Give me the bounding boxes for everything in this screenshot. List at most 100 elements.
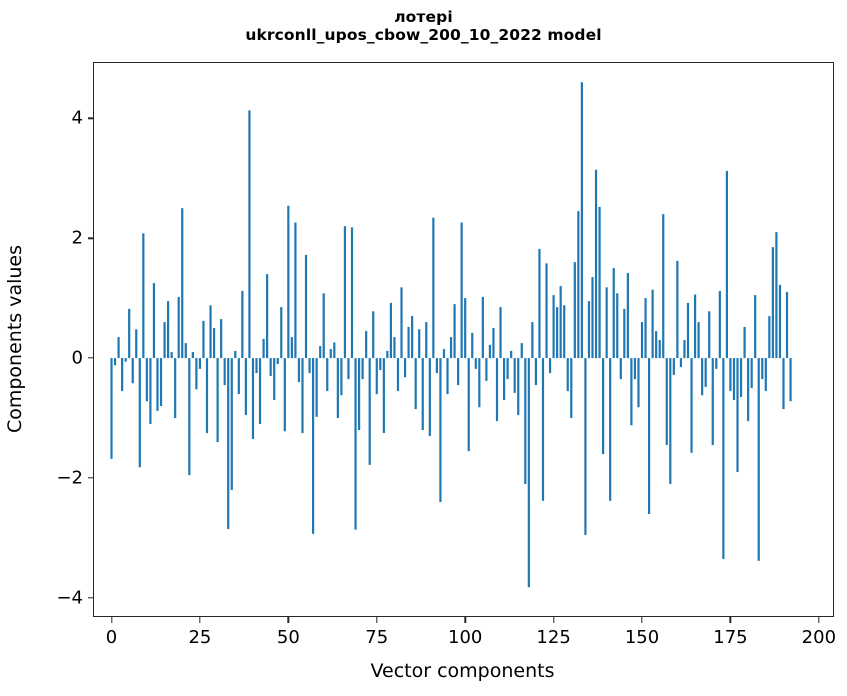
bar <box>198 358 202 369</box>
bar <box>269 358 272 377</box>
x-tick-mark <box>464 616 466 623</box>
bar <box>188 358 191 476</box>
bar <box>329 349 332 359</box>
bar <box>739 358 743 398</box>
bar <box>283 358 286 432</box>
bar <box>789 358 792 402</box>
bar <box>181 208 184 359</box>
bar <box>262 338 265 359</box>
bar <box>520 343 523 359</box>
bar <box>174 358 177 419</box>
bar <box>548 358 552 374</box>
bar <box>517 358 520 416</box>
bar <box>312 358 315 534</box>
bar <box>768 316 771 359</box>
bar <box>315 358 318 417</box>
bar <box>220 319 223 359</box>
bar <box>248 110 251 359</box>
x-tick-mark <box>641 616 643 623</box>
bar <box>609 358 612 501</box>
bar <box>743 326 746 359</box>
bar <box>559 286 562 359</box>
y-tick-mark <box>87 117 94 119</box>
y-axis-title-text: Components values <box>4 244 27 433</box>
bar <box>276 358 279 365</box>
x-tick-label: 0 <box>105 627 118 648</box>
x-tick-mark <box>287 616 290 623</box>
bar <box>258 358 262 425</box>
bar <box>605 287 608 359</box>
bar <box>722 358 725 560</box>
bar <box>513 358 516 393</box>
bar <box>683 340 686 359</box>
bar <box>216 358 219 443</box>
bar <box>294 222 297 359</box>
y-tick-label: −2 <box>56 467 83 489</box>
bar <box>184 343 187 359</box>
x-tick-label: 125 <box>536 627 571 648</box>
bar <box>782 358 785 410</box>
bar <box>633 358 637 380</box>
bar <box>485 358 488 381</box>
bar <box>343 226 347 359</box>
bar <box>679 358 683 368</box>
bar <box>552 295 555 359</box>
bar <box>563 305 566 359</box>
bar <box>534 358 538 386</box>
bar <box>251 358 255 440</box>
bar <box>389 302 393 359</box>
bar <box>584 358 587 536</box>
bar <box>163 322 166 359</box>
bar <box>729 358 732 392</box>
bar <box>212 328 216 359</box>
chart-title: лотері ukrconll_upos_cbow_200_10_2022 mo… <box>0 8 847 45</box>
bar <box>411 316 414 359</box>
bar <box>474 358 477 369</box>
bar <box>725 170 728 359</box>
bar <box>701 358 704 396</box>
x-tick-mark <box>199 616 201 623</box>
bar <box>170 352 173 359</box>
x-tick-mark <box>552 616 555 623</box>
bar <box>690 358 693 453</box>
bar <box>594 169 598 359</box>
bar <box>414 358 417 410</box>
bar <box>541 358 545 501</box>
y-tick-mark <box>87 237 94 239</box>
bar <box>478 358 481 408</box>
bar <box>237 358 240 395</box>
bar <box>481 296 484 359</box>
bar <box>230 358 233 491</box>
bar <box>449 337 453 359</box>
bar <box>152 283 156 359</box>
bar <box>527 358 530 588</box>
bar <box>166 301 170 359</box>
bar <box>365 331 368 359</box>
bar <box>457 358 460 386</box>
bar <box>372 311 375 359</box>
bar <box>566 358 569 392</box>
bar <box>598 206 601 359</box>
bar <box>580 82 583 359</box>
bar <box>135 329 138 359</box>
bar <box>400 287 403 359</box>
bar <box>499 307 502 359</box>
bar <box>202 320 205 359</box>
bar <box>326 358 329 392</box>
bar <box>290 337 293 359</box>
bar <box>442 349 446 359</box>
bar <box>159 358 163 407</box>
bar <box>382 358 385 434</box>
bar <box>665 358 668 446</box>
y-tick-mark <box>87 597 94 599</box>
chart-title-line-2: ukrconll_upos_cbow_200_10_2022 model <box>245 26 602 45</box>
bar <box>149 358 152 425</box>
bar <box>273 358 276 401</box>
bar <box>591 277 594 359</box>
x-tick-label: 150 <box>624 627 660 648</box>
x-tick-mark <box>818 616 820 623</box>
bar <box>754 295 757 359</box>
bar <box>205 358 209 434</box>
bar <box>715 358 718 369</box>
